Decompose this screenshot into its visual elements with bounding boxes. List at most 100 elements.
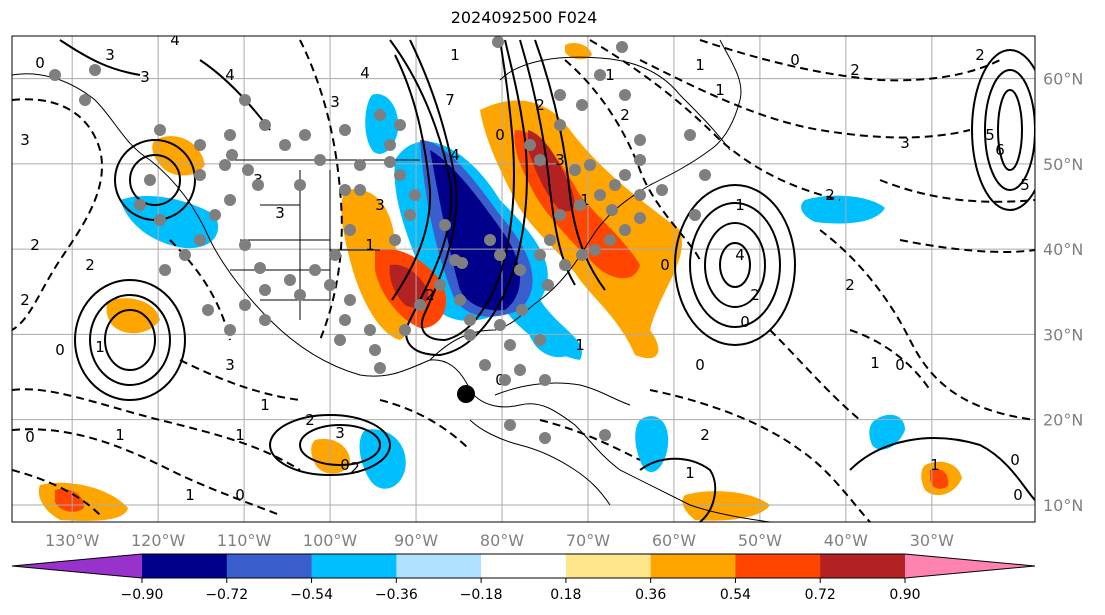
station-marker xyxy=(284,274,296,286)
station-marker xyxy=(79,94,91,106)
station-marker xyxy=(344,294,356,306)
station-marker xyxy=(619,89,631,101)
station-marker xyxy=(534,154,546,166)
station-marker xyxy=(154,124,166,136)
station-marker xyxy=(179,249,191,261)
lat-tick-label: 40°N xyxy=(1043,240,1083,259)
station-marker xyxy=(499,374,511,386)
station-marker xyxy=(224,129,236,141)
lon-tick-label: 90°W xyxy=(394,531,438,550)
lon-tick-label: 50°W xyxy=(738,531,782,550)
contour-label: 2 xyxy=(700,426,710,444)
station-marker xyxy=(254,262,266,274)
station-marker xyxy=(339,314,351,326)
station-marker xyxy=(89,64,101,76)
station-marker xyxy=(239,239,251,251)
station-marker xyxy=(369,344,381,356)
positive-anomaly-region xyxy=(389,264,429,308)
station-marker xyxy=(514,264,526,276)
contour-label: 0 xyxy=(495,126,505,144)
station-marker xyxy=(242,164,254,176)
positive-anomaly-region xyxy=(930,468,949,489)
positive-anomaly-region xyxy=(682,491,770,521)
contour-label: 3 xyxy=(275,204,285,222)
station-marker xyxy=(634,212,646,224)
station-marker xyxy=(594,69,606,81)
station-marker xyxy=(559,259,571,271)
lon-tick-label: 120°W xyxy=(131,531,186,550)
station-marker xyxy=(574,199,586,211)
contour-label: 1 xyxy=(365,236,375,254)
map-frame xyxy=(11,35,1036,523)
station-marker xyxy=(634,134,646,146)
contour-label: 2 xyxy=(305,411,315,429)
colorbar-tick-label: −0.18 xyxy=(460,587,503,603)
station-marker xyxy=(339,184,351,196)
station-marker xyxy=(584,159,596,171)
station-marker xyxy=(534,334,546,346)
contour-label: 1 xyxy=(735,196,745,214)
station-marker xyxy=(334,334,346,346)
station-marker xyxy=(689,209,701,221)
positive-anomaly-region xyxy=(565,43,592,60)
station-marker xyxy=(259,119,271,131)
contour-label: 5 xyxy=(1020,176,1030,194)
contour-label: 1 xyxy=(450,46,460,64)
station-marker xyxy=(569,164,581,176)
lon-tick-label: 60°W xyxy=(652,531,696,550)
colorbar-segment xyxy=(226,554,313,578)
station-marker xyxy=(394,119,406,131)
contour-label: 1 xyxy=(715,81,725,99)
station-marker xyxy=(504,339,516,351)
contour-label: 6 xyxy=(995,141,1005,159)
station-marker xyxy=(252,179,264,191)
contour-label: 0 xyxy=(35,54,45,72)
station-marker xyxy=(226,149,238,161)
lon-tick-label: 100°W xyxy=(303,531,358,550)
station-marker xyxy=(404,209,416,221)
station-marker xyxy=(699,169,711,181)
contour-label: 2 xyxy=(850,61,860,79)
colorbar-tick-label: −0.72 xyxy=(205,587,248,603)
storm-center-marker xyxy=(457,385,475,403)
contour-label: 1 xyxy=(575,336,585,354)
station-marker xyxy=(384,156,396,168)
contour-label: 1 xyxy=(260,396,270,414)
station-marker xyxy=(339,124,351,136)
station-marker xyxy=(504,419,516,431)
station-marker xyxy=(194,234,206,246)
station-marker xyxy=(239,94,251,106)
station-marker xyxy=(589,244,601,256)
colorbar-tick-label: −0.36 xyxy=(375,587,418,603)
station-marker xyxy=(329,249,341,261)
station-marker xyxy=(594,189,606,201)
station-marker xyxy=(554,119,566,131)
colorbar-segment xyxy=(735,554,821,578)
map-area: 4334337431202121131142000212235652020110… xyxy=(12,36,1035,522)
contour-label: 2 xyxy=(750,286,760,304)
contour-label: 0 xyxy=(25,428,35,446)
station-marker xyxy=(634,189,646,201)
positive-anomaly-region xyxy=(55,489,85,512)
station-marker xyxy=(294,289,306,301)
contour-label: 2 xyxy=(30,236,40,254)
contour-label: 0 xyxy=(695,356,705,374)
contour-label: 0 xyxy=(235,486,245,504)
contour-label: 1 xyxy=(580,191,590,209)
station-marker xyxy=(619,224,631,236)
colorbar-tick-label: −0.54 xyxy=(290,587,333,603)
negative-anomaly-region xyxy=(430,150,520,311)
colorbar-segment xyxy=(820,554,906,578)
station-marker xyxy=(144,174,156,186)
station-marker xyxy=(224,324,236,336)
station-marker xyxy=(494,249,506,261)
station-marker xyxy=(299,129,311,141)
station-marker xyxy=(514,364,526,376)
colorbar-extend-max xyxy=(905,554,1035,578)
station-marker xyxy=(394,169,406,181)
station-marker xyxy=(239,299,251,311)
station-marker xyxy=(374,362,386,374)
station-marker xyxy=(539,432,551,444)
station-marker xyxy=(484,234,496,246)
contour-label: 3 xyxy=(335,424,345,442)
